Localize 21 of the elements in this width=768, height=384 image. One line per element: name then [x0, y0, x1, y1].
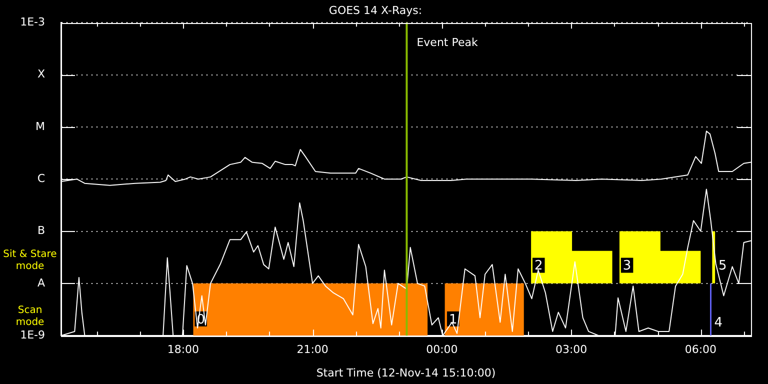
ref-line-label: Event Peak [416, 36, 478, 49]
y-tick-label: 1E-3 [20, 15, 45, 28]
text: Scan mode [16, 305, 44, 328]
annotation: 5 [718, 258, 727, 274]
x-axis-title: Start Time (12-Nov-14 15:10:00) [316, 366, 496, 380]
y-tick-label: 1E-9 [20, 328, 45, 342]
annotation: 2 [534, 258, 543, 274]
text: Sit & Stare mode [3, 249, 57, 272]
y-tick-label: B [37, 224, 45, 238]
x-tick-label: 00:00 [426, 343, 458, 356]
y-tick-label: X [37, 68, 46, 81]
x-tick-label: 18:00 [167, 343, 200, 356]
x-tick-label: 06:00 [684, 343, 717, 356]
chart-title: GOES 14 X-Rays: [328, 4, 422, 17]
x-tick-label: 03:00 [555, 343, 588, 356]
y-tick-label: A [37, 276, 46, 290]
y-tick-label: C [37, 172, 46, 185]
x-tick-label: 21:00 [296, 343, 328, 356]
annotation: 4 [714, 316, 722, 331]
y-tick-label: M [36, 120, 45, 133]
annotation: 3 [622, 258, 632, 274]
